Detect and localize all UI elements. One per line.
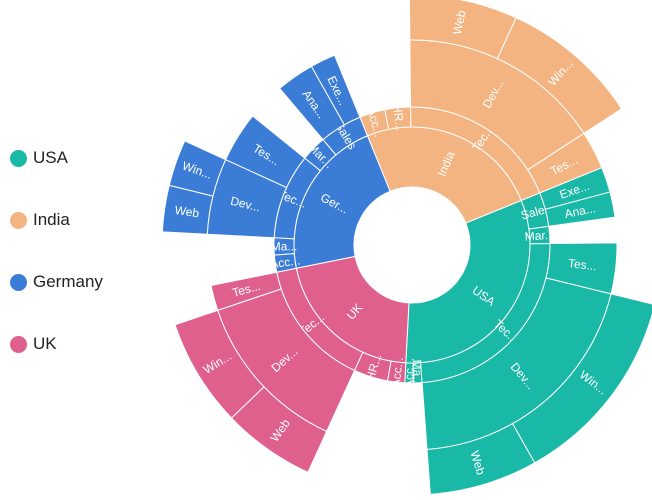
sunburst-uk-hr-segment[interactable] [353, 351, 392, 382]
legend-swatch-uk [10, 335, 27, 353]
sunburst-usa-technical-development-windows-segment[interactable] [511, 293, 652, 464]
legend-item-uk[interactable]: UK [10, 332, 57, 356]
legend-swatch-usa [10, 149, 27, 167]
legend-label-india: India [33, 210, 70, 229]
sunburst-germany-technical-testing-segment[interactable] [224, 115, 306, 189]
legend-swatch-germany [10, 273, 27, 291]
sunburst-usa-sales-executive-segment[interactable] [539, 166, 611, 210]
legend-item-germany[interactable]: Germany [10, 270, 103, 294]
sunburst-usa-management-segment[interactable] [412, 362, 423, 384]
sunburst-germany-technical-development-web-label: Web [174, 203, 201, 220]
sunburst-usa-sales-analyst-label: Ana... [563, 201, 597, 221]
sunburst-usa-technical-development-web-label: Web [468, 449, 489, 477]
sunburst-germany-accounts-segment[interactable] [273, 253, 297, 273]
sunburst-germany-technical-development-web-segment[interactable] [161, 184, 214, 235]
sunburst-india-technical-development-windows-segment[interactable] [496, 17, 623, 135]
sunburst-india-technical-testing-segment[interactable] [527, 132, 603, 194]
sunburst-germany-technical-development-windows-segment[interactable] [168, 140, 227, 197]
sunburst-india-technical-development-web-label: Web [450, 9, 469, 36]
sunburst-germany-marketing-segment[interactable] [304, 138, 337, 172]
sunburst-india-hr-label: HR... [390, 103, 407, 132]
sunburst-uk-accounts-label: Acc... [389, 356, 406, 387]
legend-label-usa: USA [33, 148, 68, 167]
sunburst-india-technical-development-web-segment[interactable] [408, 0, 517, 60]
sunburst-usa-technical-testing-segment[interactable] [545, 242, 618, 295]
sunburst-usa-marketing-label: Mar... [524, 228, 555, 244]
sunburst-usa-marketing-segment[interactable] [528, 225, 551, 245]
sunburst-india-hr-segment[interactable] [384, 106, 412, 130]
sunburst-usa-sales-analyst-segment[interactable] [544, 191, 616, 227]
sunburst-germany-sales-analyst-segment[interactable] [278, 65, 345, 141]
sunburst-germany-management-segment[interactable] [273, 237, 295, 256]
legend-label-uk: UK [33, 334, 57, 353]
sunburst-usa-technical-testing-label: Tes... [567, 256, 597, 273]
legend-label-germany: Germany [33, 272, 103, 291]
sunburst-germany-accounts-label: Acc... [269, 253, 301, 271]
legend-swatch-india [10, 211, 27, 229]
sunburst-uk-technical-testing-segment[interactable] [210, 271, 282, 312]
sunburst-germany-management-label: Ma... [271, 239, 298, 253]
chart-legend: USA India Germany UK [0, 0, 160, 500]
sunburst-uk-accounts-segment[interactable] [386, 360, 407, 384]
legend-item-india[interactable]: India [10, 208, 70, 232]
legend-item-usa[interactable]: USA [10, 146, 68, 170]
sunburst-uk-technical-development-windows-segment[interactable] [174, 309, 265, 419]
sunburst-usa-technical-development-web-segment[interactable] [426, 422, 536, 495]
sunburst-india-accounts-segment[interactable] [359, 109, 390, 137]
sunburst-uk-technical-development-web-segment[interactable] [230, 386, 328, 473]
sunburst-germany-sales-executive-segment[interactable] [310, 54, 361, 126]
